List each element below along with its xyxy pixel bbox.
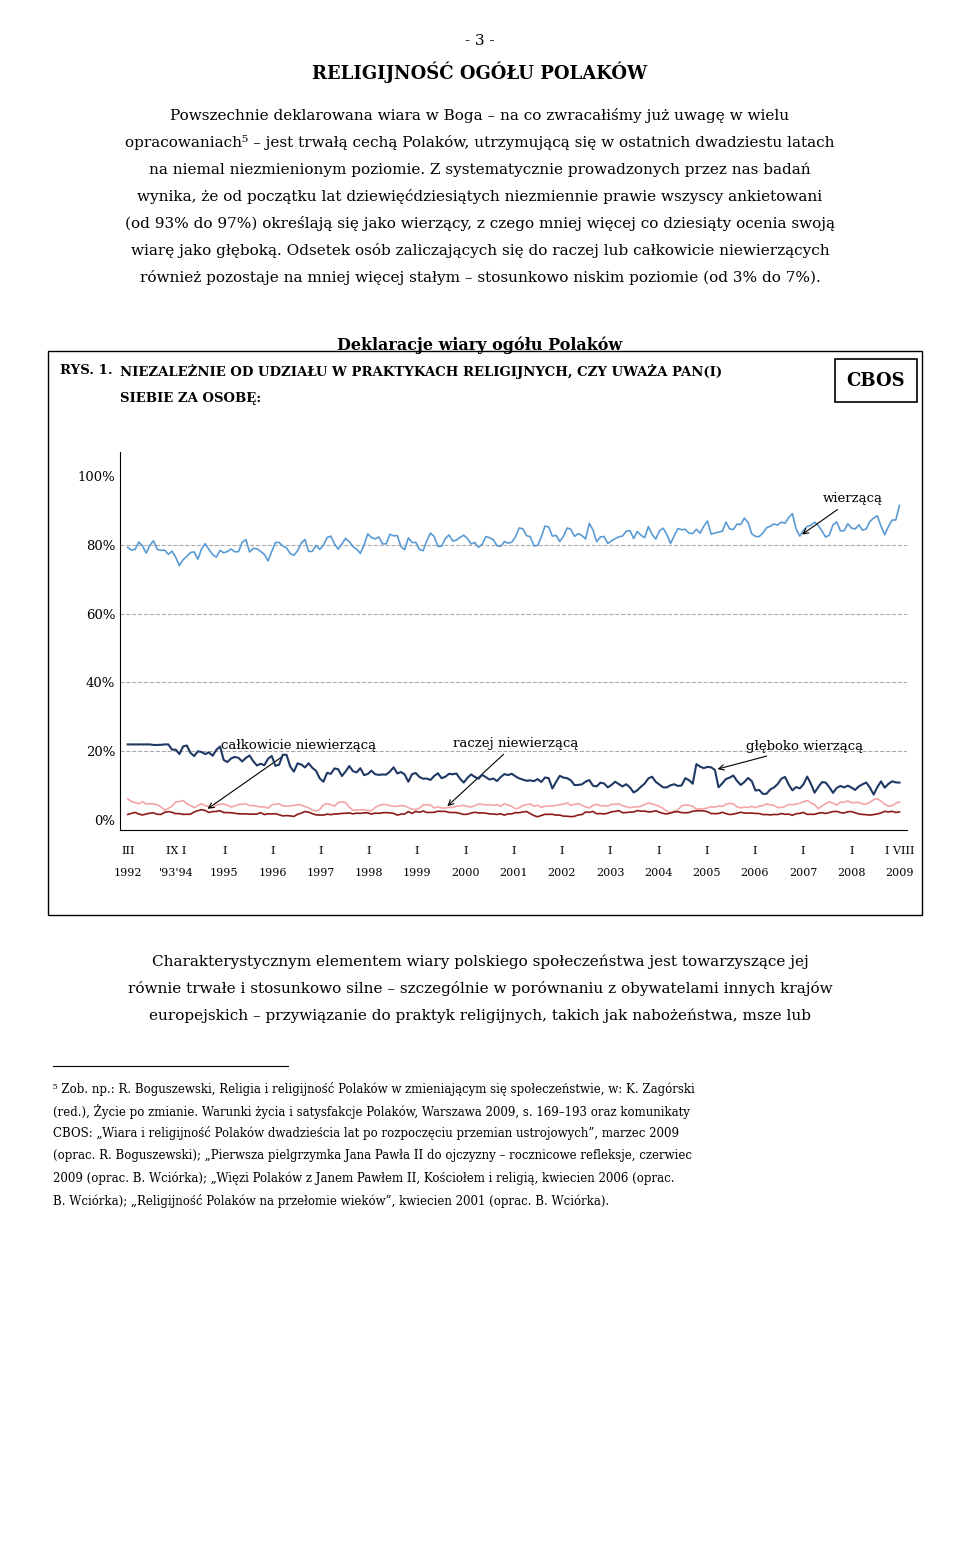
Text: wierzącą: wierzącą — [804, 493, 883, 533]
Text: równie trwałe i stosunkowo silne – szczególnie w porównaniu z obywatelami innych: równie trwałe i stosunkowo silne – szcze… — [128, 981, 832, 997]
Text: NIEZALEŻNIE OD UDZIAŁU W PRAKTYKACH RELIGIJNYCH, CZY UWAŻA PAN(I): NIEZALEŻNIE OD UDZIAŁU W PRAKTYKACH RELI… — [120, 365, 722, 379]
Text: CBOS: CBOS — [847, 372, 905, 389]
Text: I: I — [415, 845, 420, 856]
Text: 2003: 2003 — [596, 868, 624, 878]
Text: I: I — [753, 845, 757, 856]
Text: I: I — [367, 845, 372, 856]
Text: B. Wciórka); „Religijność Polaków na przełomie wieków”, kwiecien 2001 (oprac. B.: B. Wciórka); „Religijność Polaków na prz… — [53, 1194, 609, 1208]
Text: 1996: 1996 — [258, 868, 287, 878]
Text: III: III — [121, 845, 134, 856]
Text: ⁵ Zob. np.: R. Boguszewski, Religia i religijność Polaków w zmieniającym się spo: ⁵ Zob. np.: R. Boguszewski, Religia i re… — [53, 1082, 694, 1095]
Text: 2009 (oprac. B. Wciórka); „Więzi Polaków z Janem Pawłem II, Kościołem i religią,: 2009 (oprac. B. Wciórka); „Więzi Polaków… — [53, 1171, 674, 1185]
Text: 1998: 1998 — [354, 868, 383, 878]
Text: CBOS: „Wiara i religijność Polaków dwadzieścia lat po rozpoczęciu przemian ustro: CBOS: „Wiara i religijność Polaków dwadz… — [53, 1126, 679, 1140]
Text: RELIGIJNOŚĆ OGÓŁU POLAKÓW: RELIGIJNOŚĆ OGÓŁU POLAKÓW — [312, 62, 648, 83]
Text: 2008: 2008 — [837, 868, 866, 878]
Text: europejskich – przywiązanie do praktyk religijnych, takich jak nabożeństwa, msze: europejskich – przywiązanie do praktyk r… — [149, 1009, 811, 1023]
Text: całkowicie niewierzącą: całkowicie niewierzącą — [208, 739, 375, 808]
Text: 2006: 2006 — [740, 868, 769, 878]
Text: IX I: IX I — [166, 845, 186, 856]
Text: na niemal niezmienionym poziomie. Z systematycznie prowadzonych przez nas badań: na niemal niezmienionym poziomie. Z syst… — [149, 162, 811, 176]
Text: 1992: 1992 — [113, 868, 142, 878]
Text: Deklaracje wiary ogółu Polaków: Deklaracje wiary ogółu Polaków — [337, 337, 623, 354]
Text: I: I — [270, 845, 275, 856]
Text: I VIII: I VIII — [885, 845, 914, 856]
Text: 2004: 2004 — [644, 868, 673, 878]
Text: głęboko wierzącą: głęboko wierzącą — [719, 740, 863, 769]
Text: I: I — [463, 845, 468, 856]
Text: 2005: 2005 — [692, 868, 721, 878]
Text: wynika, że od początku lat dziewięćdziesiątych niezmiennie prawie wszyscy ankiet: wynika, że od początku lat dziewięćdzies… — [137, 188, 823, 204]
Text: 2007: 2007 — [789, 868, 817, 878]
Text: (red.), Życie po zmianie. Warunki życia i satysfakcje Polaków, Warszawa 2009, s.: (red.), Życie po zmianie. Warunki życia … — [53, 1105, 689, 1119]
Text: Powszechnie deklarowana wiara w Boga – na co zwracałiśmy już uwagę w wielu: Powszechnie deklarowana wiara w Boga – n… — [171, 108, 789, 124]
Text: (oprac. R. Boguszewski); „Pierwsza pielgrzymka Jana Pawła II do ojczyzny – roczn: (oprac. R. Boguszewski); „Pierwsza pielg… — [53, 1149, 692, 1162]
Text: SIEBIE ZA OSOBĘ:: SIEBIE ZA OSOBĘ: — [120, 392, 261, 405]
Text: I: I — [222, 845, 227, 856]
Text: I: I — [512, 845, 516, 856]
Text: również pozostaje na mniej więcej stałym – stosunkowo niskim poziomie (od 3% do : również pozostaje na mniej więcej stałym… — [139, 270, 821, 286]
Text: Charakterystycznym elementem wiary polskiego społeczeństwa jest towarzyszące jej: Charakterystycznym elementem wiary polsk… — [152, 953, 808, 969]
Text: I: I — [705, 845, 708, 856]
Text: 2000: 2000 — [451, 868, 480, 878]
Text: wiarę jako głęboką. Odsetek osób zaliczających się do raczej lub całkowicie niew: wiarę jako głęboką. Odsetek osób zalicza… — [131, 243, 829, 258]
Text: 1997: 1997 — [306, 868, 335, 878]
Text: 2001: 2001 — [499, 868, 528, 878]
Text: - 3 -: - 3 - — [466, 34, 494, 48]
Text: I: I — [849, 845, 853, 856]
Text: I: I — [656, 845, 660, 856]
Text: opracowaniach⁵ – jest trwałą cechą Polaków, utrzymującą się w ostatnich dwadzies: opracowaniach⁵ – jest trwałą cechą Polak… — [125, 134, 835, 150]
Text: 2009: 2009 — [885, 868, 914, 878]
Text: I: I — [319, 845, 323, 856]
Text: (od 93% do 97%) określają się jako wierzący, z czego mniej więcej co dziesiąty o: (od 93% do 97%) określają się jako wierz… — [125, 216, 835, 232]
Text: 1999: 1999 — [403, 868, 431, 878]
Text: raczej niewierzącą: raczej niewierzącą — [448, 737, 578, 805]
Text: '93'94: '93'94 — [158, 868, 193, 878]
Text: I: I — [608, 845, 612, 856]
Text: 2002: 2002 — [547, 868, 576, 878]
Text: I: I — [560, 845, 564, 856]
Text: I: I — [801, 845, 805, 856]
Text: 1995: 1995 — [210, 868, 238, 878]
Text: RYS. 1.: RYS. 1. — [60, 365, 112, 377]
